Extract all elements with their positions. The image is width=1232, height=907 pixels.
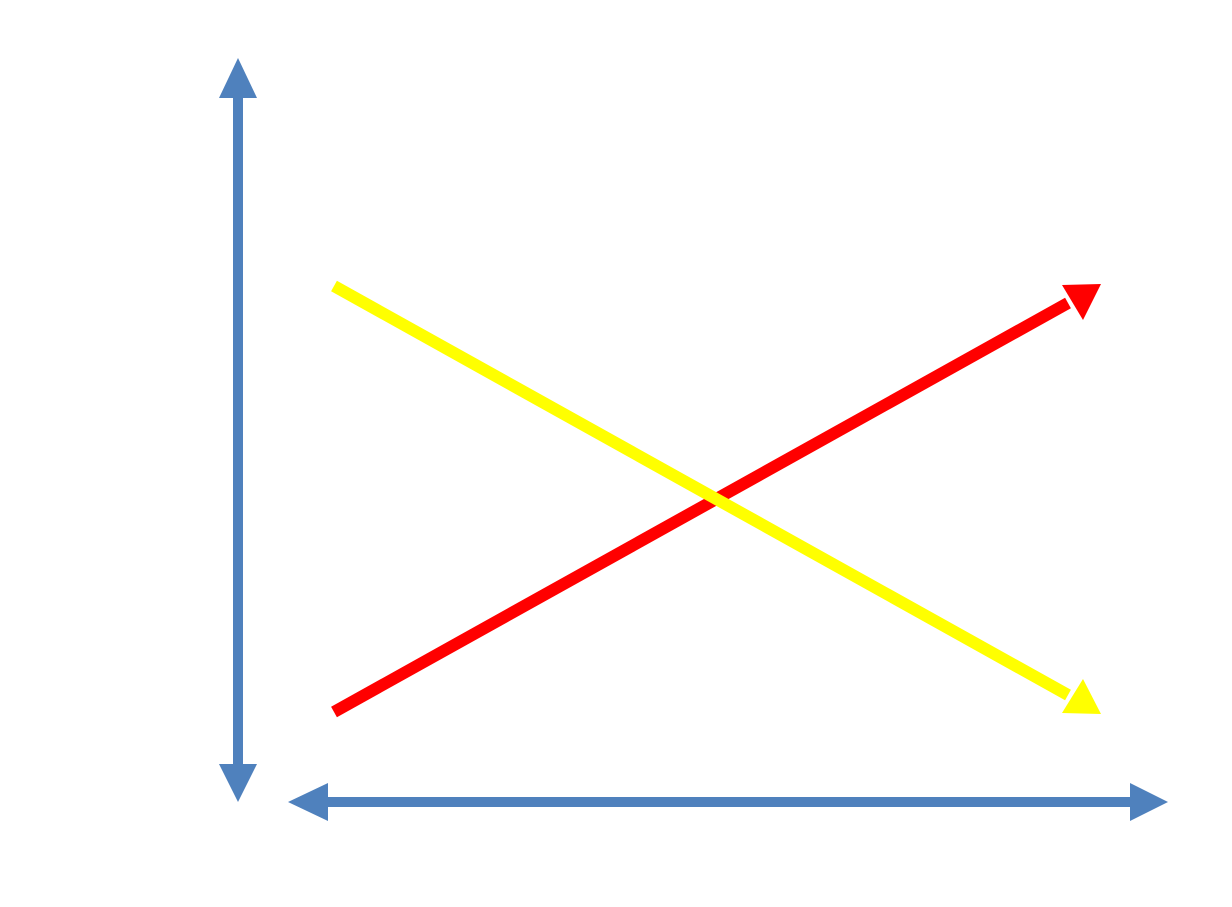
increasing-trend-arrow (331, 284, 1101, 718)
increasing-trend-arrowhead (1062, 284, 1101, 320)
vertical-axis-top-arrowhead (219, 58, 257, 98)
vertical-axis (219, 58, 257, 802)
decreasing-trend-line (331, 280, 1071, 701)
decreasing-trend-arrowhead (1062, 679, 1101, 714)
horizontal-axis (288, 783, 1168, 821)
horizontal-axis-right-arrowhead (1130, 783, 1168, 821)
increasing-trend-line (331, 297, 1071, 718)
horizontal-axis-left-arrowhead (288, 783, 328, 821)
vertical-axis-bottom-arrowhead (219, 764, 257, 802)
decreasing-trend-arrow (331, 280, 1101, 714)
